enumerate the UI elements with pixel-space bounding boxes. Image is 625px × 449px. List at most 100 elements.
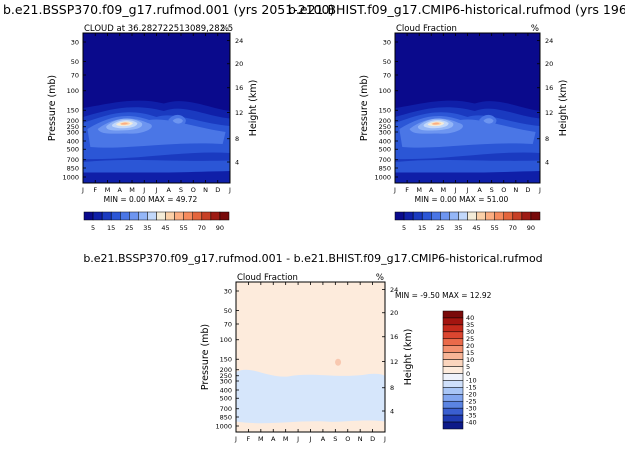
x-tick-label: J bbox=[393, 186, 396, 194]
y-tick-label: 1000 bbox=[62, 173, 79, 181]
x-tick-label: O bbox=[345, 435, 350, 443]
colorbar-swatch bbox=[442, 366, 464, 374]
colorbar-label: 15 bbox=[466, 349, 474, 357]
units-label: % bbox=[531, 24, 539, 34]
y-tick-label: 200 bbox=[379, 117, 391, 125]
y-tick-label: 300 bbox=[379, 128, 391, 136]
colorbar-label: 45 bbox=[161, 224, 169, 232]
y-axis-title: Pressure (mb) bbox=[359, 75, 370, 141]
colorbar-label: 25 bbox=[466, 335, 474, 343]
y-tick-label: 850 bbox=[220, 413, 232, 421]
contour-band bbox=[483, 118, 494, 124]
height-tick-label: 16 bbox=[390, 333, 398, 341]
y-tick-label: 400 bbox=[220, 386, 232, 394]
x-tick-label: J bbox=[466, 186, 469, 194]
colorbar-swatch bbox=[138, 211, 148, 221]
x-tick-label: D bbox=[525, 186, 530, 194]
x-tick-label: A bbox=[429, 186, 434, 194]
colorbar-swatch bbox=[442, 324, 464, 333]
height-tick-label: 8 bbox=[235, 135, 239, 143]
colorbar-swatch bbox=[440, 211, 450, 221]
x-tick-label: J bbox=[81, 186, 84, 194]
colorbar-swatch bbox=[156, 211, 166, 221]
contour-band bbox=[83, 159, 230, 174]
colorbar-swatch bbox=[442, 352, 464, 360]
min-max-stats: MIN = 0.00 MAX = 49.72 bbox=[104, 195, 198, 204]
x-tick-label: S bbox=[490, 186, 494, 194]
units-label: % bbox=[221, 24, 229, 34]
y-axis-title: Pressure (mb) bbox=[47, 75, 58, 141]
panel-ssp370-cloud: J F M A M J J A S O N D J305070100150200250300400500… bbox=[47, 24, 259, 232]
contour-band bbox=[432, 122, 440, 125]
height-tick-label: 12 bbox=[390, 358, 398, 366]
colorbar-swatch bbox=[210, 211, 221, 221]
colorbar-swatch bbox=[201, 211, 212, 221]
height-tick-label: 20 bbox=[390, 309, 398, 317]
colorbar-swatch bbox=[442, 394, 464, 402]
colorbar-label: 15 bbox=[107, 224, 115, 232]
colorbar-label: -15 bbox=[466, 384, 477, 392]
x-tick-label: J bbox=[538, 186, 541, 194]
x-tick-label: A bbox=[167, 186, 172, 194]
height-axis-title: Height (km) bbox=[558, 80, 569, 137]
x-tick-label: F bbox=[93, 186, 97, 194]
colorbar-swatch bbox=[165, 211, 175, 221]
height-axis-title: Height (km) bbox=[403, 329, 414, 386]
x-tick-label: M bbox=[129, 186, 135, 194]
colorbar-label: 25 bbox=[436, 224, 444, 232]
y-tick-label: 200 bbox=[220, 366, 232, 374]
colorbar-swatch bbox=[421, 211, 432, 221]
colorbar-label: 20 bbox=[466, 342, 474, 350]
colorbar-label: 35 bbox=[466, 321, 474, 329]
colorbar-swatch bbox=[442, 421, 464, 430]
x-tick-label: J bbox=[234, 435, 237, 443]
y-tick-label: 30 bbox=[383, 38, 391, 46]
height-tick-label: 24 bbox=[235, 37, 243, 45]
x-tick-label: O bbox=[501, 186, 506, 194]
y-tick-label: 700 bbox=[67, 156, 79, 164]
contour-fill bbox=[236, 282, 385, 432]
colorbar-label: 55 bbox=[491, 224, 499, 232]
x-tick-label: J bbox=[155, 186, 158, 194]
colorbar-swatch bbox=[442, 310, 464, 319]
colorbar-label: 5 bbox=[91, 224, 95, 232]
units-label: % bbox=[376, 273, 384, 283]
x-tick-label: O bbox=[191, 186, 196, 194]
y-tick-label: 150 bbox=[67, 107, 79, 115]
height-tick-label: 20 bbox=[235, 60, 243, 68]
panel-difference-cloud-fraction: 4035302520151050-10-15-20-25-30-35-40MIN… bbox=[200, 273, 492, 443]
colorbar-swatch bbox=[442, 373, 464, 381]
y-tick-label: 50 bbox=[71, 58, 79, 66]
x-tick-label: A bbox=[477, 186, 482, 194]
y-tick-label: 30 bbox=[224, 287, 232, 295]
title-right: b.e21.BHIST.f09_g17.CMIP6-historical.ruf… bbox=[288, 2, 625, 17]
contour-band bbox=[172, 118, 183, 124]
y-tick-label: 100 bbox=[379, 87, 391, 95]
y-tick-label: 150 bbox=[379, 107, 391, 115]
y-tick-label: 500 bbox=[379, 146, 391, 154]
x-tick-label: F bbox=[247, 435, 251, 443]
colorbar-swatch bbox=[403, 211, 414, 221]
y-tick-label: 500 bbox=[67, 146, 79, 154]
colorbar-swatch bbox=[442, 407, 464, 416]
y-tick-label: 400 bbox=[67, 137, 79, 145]
x-tick-label: J bbox=[453, 186, 456, 194]
x-tick-label: D bbox=[215, 186, 220, 194]
y-tick-label: 30 bbox=[71, 38, 79, 46]
y-tick-label: 300 bbox=[67, 128, 79, 136]
colorbar-swatch bbox=[521, 211, 532, 221]
colorbar-swatch bbox=[458, 211, 468, 221]
colorbar-label: 70 bbox=[198, 224, 206, 232]
x-tick-label: A bbox=[118, 186, 123, 194]
y-tick-label: 250 bbox=[67, 123, 79, 131]
panel-title: Cloud Fraction bbox=[237, 273, 298, 283]
colorbar-label: -40 bbox=[466, 418, 477, 426]
contour-band bbox=[121, 122, 128, 125]
height-tick-label: 16 bbox=[545, 84, 553, 92]
colorbar-swatch bbox=[110, 211, 121, 221]
x-tick-label: J bbox=[383, 435, 386, 443]
height-tick-label: 16 bbox=[235, 84, 243, 92]
colorbar-swatch bbox=[431, 211, 441, 221]
colorbar-label: 70 bbox=[509, 224, 517, 232]
